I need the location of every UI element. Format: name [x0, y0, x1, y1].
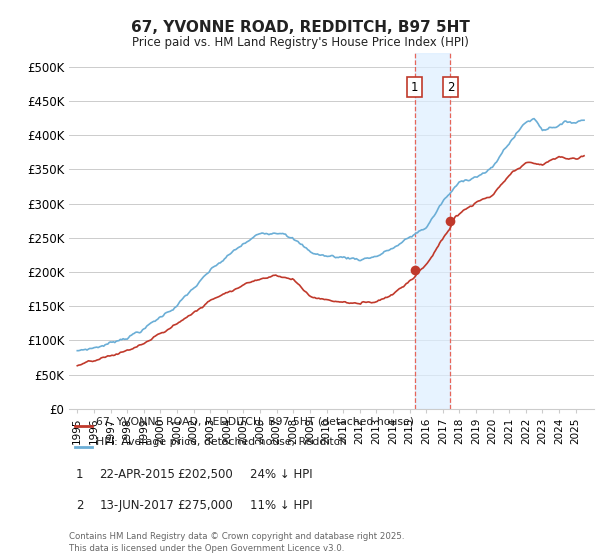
Text: 2: 2	[76, 499, 83, 512]
Text: 2: 2	[447, 81, 454, 94]
Text: 11% ↓ HPI: 11% ↓ HPI	[250, 499, 312, 512]
Text: 13-JUN-2017: 13-JUN-2017	[100, 499, 175, 512]
Text: Contains HM Land Registry data © Crown copyright and database right 2025.
This d: Contains HM Land Registry data © Crown c…	[69, 532, 404, 553]
Text: Price paid vs. HM Land Registry's House Price Index (HPI): Price paid vs. HM Land Registry's House …	[131, 36, 469, 49]
Text: 1: 1	[76, 468, 83, 482]
Text: £202,500: £202,500	[178, 468, 233, 482]
Text: 67, YVONNE ROAD, REDDITCH, B97 5HT: 67, YVONNE ROAD, REDDITCH, B97 5HT	[131, 20, 469, 35]
Text: 22-APR-2015: 22-APR-2015	[100, 468, 175, 482]
Bar	[415, 53, 451, 409]
Text: 1: 1	[411, 81, 418, 94]
Text: 67, YVONNE ROAD, REDDITCH, B97 5HT (detached house): 67, YVONNE ROAD, REDDITCH, B97 5HT (deta…	[96, 417, 414, 427]
Text: 24% ↓ HPI: 24% ↓ HPI	[250, 468, 312, 482]
Text: £275,000: £275,000	[178, 499, 233, 512]
Text: HPI: Average price, detached house, Redditch: HPI: Average price, detached house, Redd…	[96, 437, 347, 447]
